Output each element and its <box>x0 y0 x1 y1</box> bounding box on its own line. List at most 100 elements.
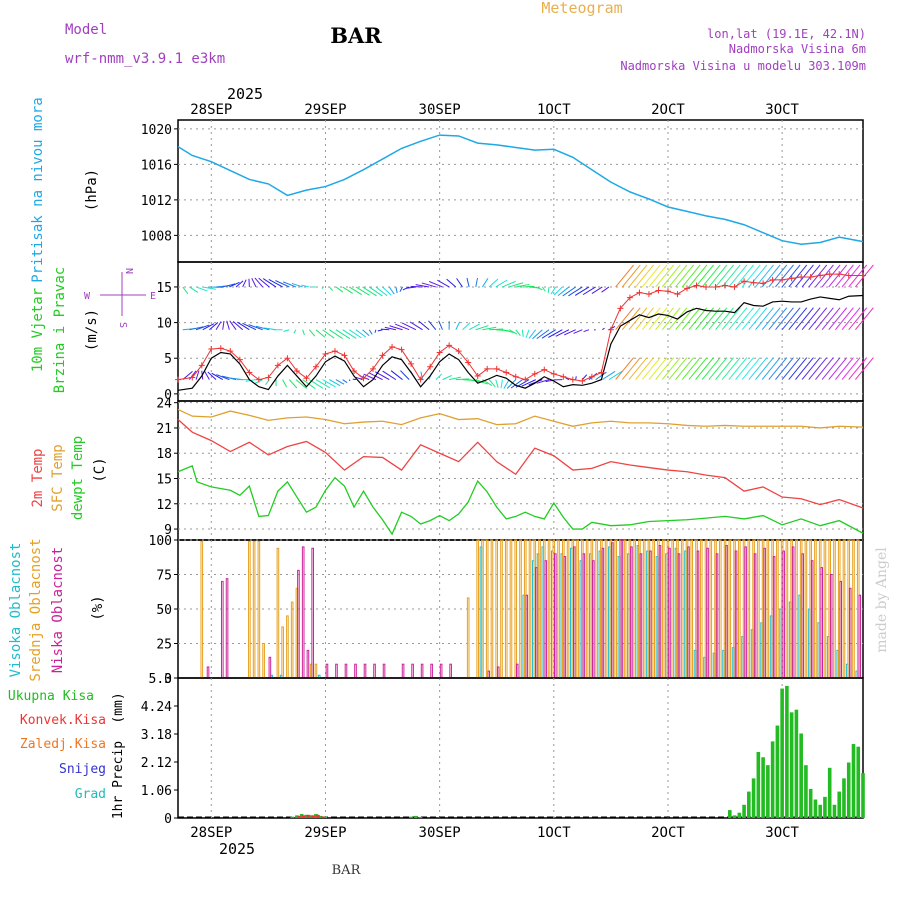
rain-bar <box>789 712 794 818</box>
wind-barb <box>288 379 298 389</box>
mid-cloud-bar <box>485 539 489 679</box>
wind-barb <box>390 370 403 381</box>
gust-marker <box>465 359 472 366</box>
wind-barb <box>449 376 462 381</box>
wind-barb <box>595 371 607 381</box>
low-cloud-bar <box>311 547 314 679</box>
y-tick-label: 0 <box>164 388 172 403</box>
wind-barb <box>815 307 834 331</box>
wind-barb <box>828 357 848 380</box>
wind-barb <box>466 277 470 288</box>
low-cloud-bar <box>820 567 823 679</box>
wind-barb <box>801 357 821 380</box>
low-cloud-bar <box>687 546 690 679</box>
low-cloud-bar <box>363 663 367 679</box>
rain-bar <box>823 796 827 818</box>
top-day-label: 28SEP <box>190 102 232 118</box>
wind-barb <box>628 357 648 380</box>
wind-barb <box>242 322 257 331</box>
rain-bar <box>414 815 418 818</box>
wind-barb <box>553 286 563 296</box>
precip-unit: (mm) <box>111 692 126 723</box>
low-cloud-bar <box>525 594 529 679</box>
gust-marker <box>522 376 529 383</box>
wind-barb <box>301 284 310 288</box>
low-cloud-bar <box>420 663 424 679</box>
wind-barb <box>701 357 721 380</box>
y-tick-label: 1012 <box>141 194 172 209</box>
wind-barb <box>668 264 688 288</box>
wind-barb <box>635 307 655 331</box>
wind-barb <box>328 329 343 340</box>
low-cloud-bar <box>496 666 500 679</box>
wind-barb <box>781 357 801 380</box>
bottom-day-label: 2OCT <box>651 825 685 841</box>
wind-barb <box>574 286 590 296</box>
wind-barb <box>835 357 854 380</box>
gust-marker <box>370 365 377 372</box>
low-cloud-bar <box>573 546 576 679</box>
gust-marker <box>588 373 595 380</box>
gust-marker <box>360 375 367 382</box>
wind-barb <box>226 320 230 330</box>
mid-cloud-bar <box>504 539 508 679</box>
wind-barb <box>835 264 854 288</box>
precip-legend: Ukupna Kisa Konvek.Kisa Zaledj.Kisa Snij… <box>8 689 106 802</box>
wind-barb <box>532 329 543 340</box>
rain-bar <box>318 815 323 818</box>
wind-barb <box>841 357 861 380</box>
mid-cloud-bar <box>823 539 827 679</box>
temperature-panel: 24 21 18 15 12 9 <box>156 397 864 541</box>
gust-marker <box>598 369 605 376</box>
wind-barb <box>268 278 283 288</box>
wind-barb <box>748 357 768 380</box>
gust-marker <box>341 352 348 359</box>
mid-cloud-bar <box>257 540 261 679</box>
wind-barb <box>375 286 388 297</box>
model-label: Model <box>65 22 107 38</box>
wind-barb <box>755 307 774 331</box>
wind-barb <box>582 286 596 296</box>
gust-marker <box>246 369 253 376</box>
wind-barb <box>406 286 416 289</box>
y-tick-label: 5.3 <box>149 672 172 687</box>
wind-barb <box>557 286 570 297</box>
gust-marker <box>484 365 491 372</box>
wind-barb <box>573 329 583 334</box>
wind-barb <box>768 357 788 380</box>
t2m-line <box>177 419 864 509</box>
wind-panel: 15 10 5 0 <box>156 261 874 403</box>
wind-barb <box>242 279 247 288</box>
wind-barb <box>255 325 270 331</box>
convective-bar <box>306 814 311 818</box>
wind-barb <box>488 379 496 388</box>
gust-marker <box>750 279 757 286</box>
low-cloud-bar <box>620 539 624 679</box>
model-name: wrf-nmm_v3.9.1 e3km <box>65 51 225 67</box>
model-elevation-text: Nadmorska Visina u modelu 303.109m <box>620 59 866 73</box>
wind-barb <box>525 329 530 338</box>
wind-barb <box>207 371 217 380</box>
y-tick-label: 100 <box>149 534 172 549</box>
gust-marker <box>217 345 224 352</box>
low-cloud-bar <box>649 550 652 679</box>
wind-barb <box>721 307 741 331</box>
rain-bar <box>314 814 318 818</box>
gust-marker <box>427 363 434 370</box>
rain-bar <box>851 744 856 818</box>
wind-barb <box>352 378 356 381</box>
gust-marker <box>703 283 710 290</box>
wind-barb <box>602 327 605 331</box>
wind-barb <box>508 282 524 288</box>
wind-barb <box>641 357 661 380</box>
gust-marker <box>569 376 576 383</box>
rain-bar <box>418 816 423 818</box>
wind-barb <box>855 357 874 380</box>
low-cloud-bar <box>544 560 548 679</box>
gust-marker <box>683 285 690 292</box>
y-tick-label: 15 <box>156 281 172 296</box>
gust-marker <box>655 287 662 294</box>
wind-barb <box>328 286 334 291</box>
wind-barb <box>215 321 222 330</box>
